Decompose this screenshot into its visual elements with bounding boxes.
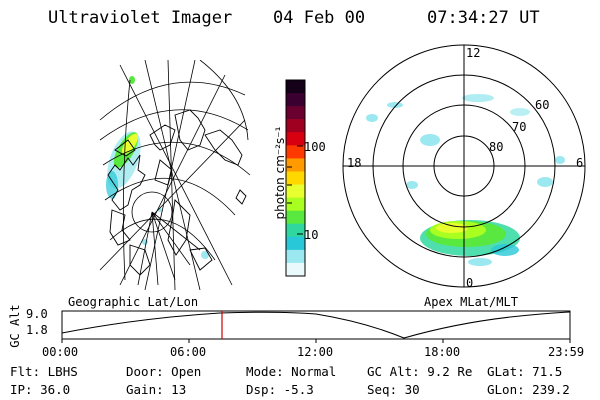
time-label: 07:34:27 UT: [427, 8, 540, 28]
info-glon-label: GLon:: [487, 382, 525, 397]
colorbar-segment: [286, 262, 305, 277]
instrument-title: Ultraviolet Imager: [48, 8, 233, 28]
colorbar-segment: [286, 249, 305, 264]
altitude-ytick-top: 9.0: [26, 307, 48, 321]
info-dsp-label: Dsp:: [246, 382, 277, 397]
colorbar-ticks: [287, 145, 303, 235]
altitude-xtick-1200: 12:00: [297, 345, 334, 359]
info-dsp: Dsp: -5.3: [246, 382, 314, 397]
info-ip-label: IP:: [10, 382, 33, 397]
info-glat-value: 71.5: [532, 364, 563, 379]
polar-plot: [342, 44, 586, 288]
mlat-label-80: 80: [489, 140, 504, 154]
colorbar-segment: [286, 223, 305, 238]
info-glat: GLat: 71.5: [487, 364, 562, 379]
colorbar-tick-10: 10: [304, 228, 319, 242]
info-mode-label: Mode:: [246, 364, 284, 379]
info-ip-value: 36.0: [40, 382, 71, 397]
info-glon: GLon: 239.2: [487, 382, 570, 397]
colorbar-segment: [286, 210, 305, 225]
info-flt: Flt: LBHS: [10, 364, 78, 379]
colorbar-tick-100: 100: [304, 140, 326, 154]
info-door-value: Open: [171, 364, 202, 379]
apex-panel-label: Apex MLat/MLT: [424, 295, 518, 309]
info-door-label: Door:: [126, 364, 164, 379]
info-glat-label: GLat:: [487, 364, 525, 379]
info-dsp-value: -5.3: [283, 382, 314, 397]
mlat-label-70: 70: [512, 120, 527, 134]
colorbar-segment: [286, 93, 305, 107]
colorbar-segment: [286, 119, 305, 133]
mlt-label-12: 12: [466, 46, 481, 60]
geographic-map: [99, 60, 251, 290]
info-gcalt-label: GC Alt:: [367, 364, 420, 379]
info-mode-value: Normal: [291, 364, 337, 379]
info-flt-value: LBHS: [47, 364, 78, 379]
date-label: 04 Feb 00: [273, 8, 366, 28]
colorbar-segment: [286, 106, 305, 120]
geographic-panel-label: Geographic Lat/Lon: [68, 295, 199, 309]
mlat-label-60: 60: [535, 98, 550, 112]
info-mode: Mode: Normal: [246, 364, 336, 379]
info-gain-value: 13: [171, 382, 187, 397]
altitude-xtick-1800: 18:00: [424, 345, 461, 359]
mlt-label-6: 6: [576, 156, 584, 170]
info-glon-value: 239.2: [532, 382, 570, 397]
colorbar-unit-label: photon cm⁻²s⁻¹: [273, 126, 287, 220]
info-flt-label: Flt:: [10, 364, 41, 379]
altitude-xtick-0000: 00:00: [42, 345, 79, 359]
altitude-xtick-0600: 06:00: [170, 345, 207, 359]
info-door: Door: Open: [126, 364, 201, 379]
coastlines: [107, 109, 247, 276]
info-seq-value: 30: [404, 382, 420, 397]
altitude-plot: [61, 310, 571, 343]
altitude-ytick-bottom: 1.8: [26, 323, 48, 337]
altitude-plot-frame: [61, 310, 571, 340]
colorbar-segment: [286, 80, 305, 94]
colorbar-segment: [286, 145, 305, 159]
info-gcalt: GC Alt: 9.2 Re: [367, 364, 472, 379]
mlt-label-18: 18: [347, 156, 362, 170]
info-seq-label: Seq:: [367, 382, 398, 397]
info-ip: IP: 36.0: [10, 382, 70, 397]
altitude-curve: [61, 311, 571, 339]
colorbar-segment: [286, 236, 305, 251]
info-seq: Seq: 30: [367, 382, 420, 397]
mlt-label-0: 0: [466, 276, 474, 290]
info-gain: Gain: 13: [126, 382, 186, 397]
lat-lon-grid: [99, 60, 251, 290]
colorbar-segment: [286, 171, 305, 186]
colorbar-segment: [286, 197, 305, 212]
aurora-emission-right: [366, 94, 565, 266]
info-gain-label: Gain:: [126, 382, 164, 397]
colorbar-segment: [286, 184, 305, 199]
info-gcalt-value: 9.2 Re: [427, 364, 473, 379]
altitude-x-ticks: [61, 339, 571, 343]
colorbar-segment: [286, 132, 305, 146]
altitude-xtick-2359: 23:59: [548, 345, 585, 359]
colorbar-segment: [286, 158, 305, 172]
altitude-ylabel: GC Alt: [8, 304, 22, 348]
colorbar: [285, 79, 306, 277]
colorbar-frame: [285, 79, 306, 277]
